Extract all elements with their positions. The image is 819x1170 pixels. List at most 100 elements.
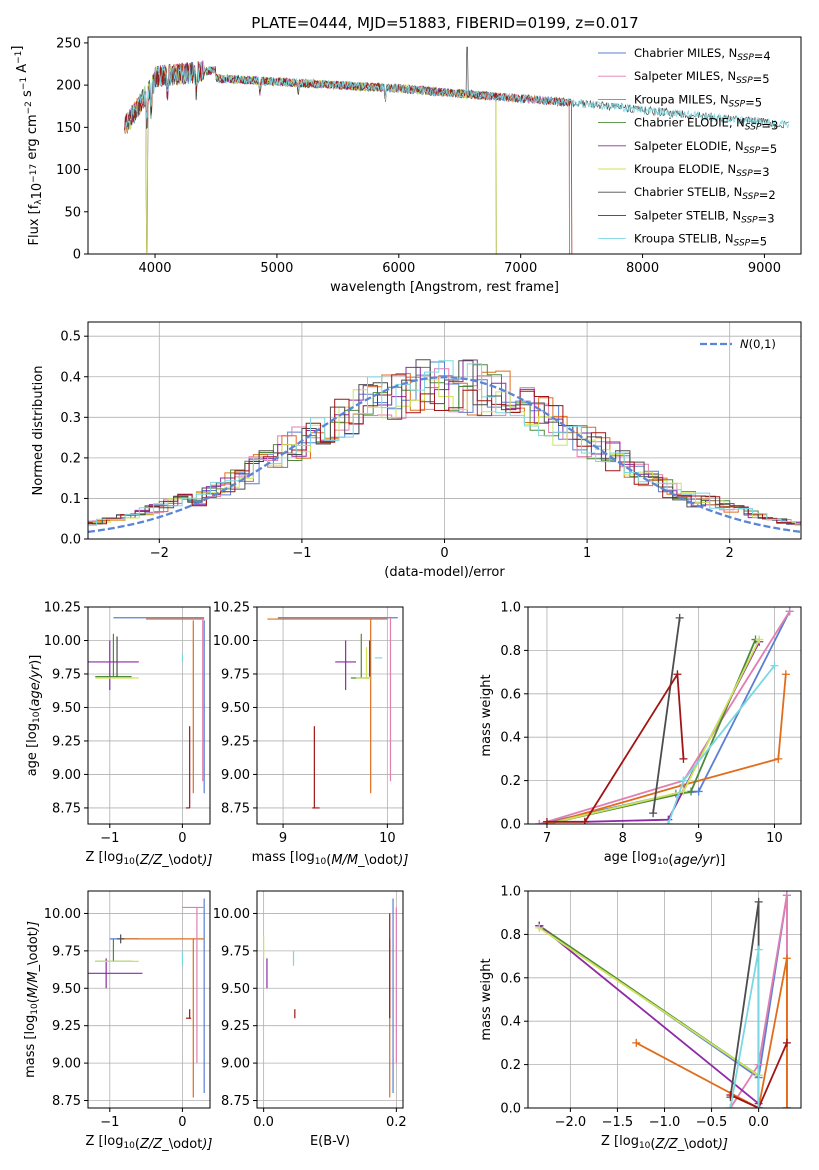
- weight-vs-age-marker-chabrier-elodie-1: [687, 787, 696, 796]
- mass-vs-z-ylabel: mass [log10(M/M_\odot)]: [23, 921, 41, 1078]
- weight-vs-z-marker-salpeter-miles-2: [782, 891, 791, 900]
- weight-vs-z-line-kroupa-miles: [635, 958, 788, 1108]
- panel-mass-vs-ebv: 0.0 0.2 8.75 9.00 9.25 9.50 9.75 10.00 E(B-V): [213, 890, 407, 1149]
- weight-vs-age-marker-salpeter-miles-2: [785, 607, 794, 616]
- mass-vs-ebv-ytick-label-9: 9.00: [221, 1057, 250, 1072]
- weight-vs-z-xtick-label-0-5: −0.5: [696, 1115, 728, 1130]
- weight-vs-z-ytick-label-0-4: 0.4: [500, 1015, 521, 1030]
- mass-vs-z-ytick-label-9-75: 9.75: [52, 944, 81, 959]
- age-vs-mass-ytick-label-9-25: 9.25: [221, 734, 250, 749]
- spectrum-line-kroupa-miles: [124, 62, 570, 254]
- weight-vs-z-line-chabrier-stelib: [729, 901, 760, 1108]
- mass-vs-z-xtick-label-1: −1: [100, 1115, 119, 1130]
- weight-vs-z-xtick-label-2: −2.0: [555, 1115, 587, 1130]
- age-vs-mass-ytick-label-8-75: 8.75: [221, 801, 250, 816]
- age-vs-z-xtick-label-0: 0: [178, 831, 186, 846]
- mass-vs-z-ytick-label-9-25: 9.25: [52, 1019, 81, 1034]
- residuals-ytick-label-0-4: 0.4: [60, 370, 81, 385]
- weight-vs-z-line-kroupa-elodie: [538, 927, 760, 1108]
- spectrum-xtick-label-4000: 4000: [138, 261, 171, 276]
- mass-vs-ebv-ytick-label-10: 10.00: [213, 907, 250, 922]
- residuals-xtick-label-0: 0: [440, 546, 448, 561]
- age-vs-z-ytick-label-9-5: 9.50: [52, 701, 81, 716]
- spectrum-ytick-label-0: 0: [73, 248, 81, 263]
- spectrum-line-salpeter-miles: [124, 62, 570, 254]
- mass-vs-ebv-ytick-label-9-75: 9.75: [221, 944, 250, 959]
- mass-vs-z-ytick-label-10: 10.00: [44, 907, 81, 922]
- age-vs-z-xtick-label-1: −1: [100, 831, 119, 846]
- spectrum-xtick-label-9000: 9000: [748, 261, 781, 276]
- spectrum-ytick-label-150: 150: [56, 121, 81, 136]
- legend-label-salpeter-stelib: Salpeter STELIB, NSSP=3: [634, 208, 775, 225]
- weight-vs-age-marker-kroupa-stelib-0: [664, 820, 673, 824]
- spectrum-ytick-label-50: 50: [64, 205, 81, 220]
- residuals-xlabel: (data-model)/error: [384, 565, 505, 580]
- hist-kroupa-stelib: [88, 360, 801, 526]
- weight-vs-z-marker-kroupa-miles-3: [782, 1104, 791, 1108]
- age-vs-z-ytick-label-9: 9.00: [52, 768, 81, 783]
- mass-vs-z-ytick-label-9-5: 9.50: [52, 982, 81, 997]
- age-vs-z-ytick-label-9-25: 9.25: [52, 734, 81, 749]
- weight-vs-z-marker-chabrier-stelib-1: [754, 897, 763, 906]
- figure-title: PLATE=0444, MJD=51883, FIBERID=0199, z=0…: [251, 14, 638, 32]
- mass-vs-ebv-ytick-label-9-25: 9.25: [221, 1019, 250, 1034]
- legend-label-kroupa-stelib: Kroupa STELIB, NSSP=5: [634, 232, 767, 249]
- mass-vs-z-ytick-label-8-75: 8.75: [52, 1094, 81, 1109]
- weight-vs-z-xtick-label-1: −1.0: [649, 1115, 681, 1130]
- age-vs-z-ytick-label-10: 10.00: [44, 634, 81, 649]
- panel-spectrum: 4000 5000 6000 7000 8000 9000 0 50 100 150 200 250 w…: [10, 36, 802, 295]
- legend-label-normal: N(0,1): [740, 337, 776, 351]
- weight-vs-age-xlabel: age [log10(age/yr)]: [604, 850, 726, 868]
- weight-vs-age-ylabel: mass weight: [479, 674, 494, 756]
- weight-vs-age-xtick-label-7: 7: [543, 831, 551, 846]
- panel-mass-vs-z: −1 0 8.75 9.00 9.25 9.50 9.75 10.00 Z [log10(Z/Z…: [23, 890, 213, 1152]
- hist-salpeter-miles: [88, 368, 801, 525]
- weight-vs-z-ytick-label-0-2: 0.2: [500, 1058, 521, 1073]
- spectrum-xtick-label-6000: 6000: [382, 261, 415, 276]
- spectrum-ytick-label-100: 100: [56, 163, 81, 178]
- weight-vs-age-line-kroupa-miles: [546, 674, 787, 824]
- spectrum-xlabel: wavelength [Angstrom, rest frame]: [330, 280, 559, 295]
- weight-vs-age-ytick-label-0-4: 0.4: [500, 731, 521, 746]
- age-vs-z-ytick-label-9-75: 9.75: [52, 667, 81, 682]
- weight-vs-z-xtick-label-0: 0.0: [748, 1115, 769, 1130]
- legend-label-chabrier-elodie: Chabrier ELODIE, NSSP=3: [634, 116, 778, 133]
- mass-vs-z-xlabel: Z [log10(Z/Z_\odot)]: [86, 1134, 213, 1152]
- weight-vs-age-marker-salpeter-stelib-0: [542, 817, 551, 824]
- legend-label-salpeter-elodie: Salpeter ELODIE, NSSP=5: [634, 139, 777, 156]
- age-vs-z-ylabel: age [log10(age/yr)]: [25, 655, 43, 777]
- spectrum-xtick-label-8000: 8000: [626, 261, 659, 276]
- age-vs-mass-xlabel: mass [log10(M/M_\odot)]: [252, 850, 409, 868]
- age-vs-mass-xtick-label-9: 9: [279, 831, 287, 846]
- weight-vs-age-marker-salpeter-stelib-1: [580, 817, 589, 824]
- weight-vs-z-xtick-label-1-5: −1.5: [602, 1115, 634, 1130]
- legend-label-kroupa-miles: Kroupa MILES, NSSP=5: [634, 92, 762, 109]
- age-vs-mass-xtick-label-10: 10: [379, 831, 396, 846]
- weight-vs-age-marker-chabrier-miles-2: [694, 787, 703, 796]
- panel-age-vs-mass: 9 10 8.75 9.00 9.25 9.50 9.75 10.00 10.25 mass [l…: [213, 601, 409, 869]
- age-vs-z-ytick-label-8-75: 8.75: [52, 801, 81, 816]
- spectrum-frame: [87, 36, 802, 255]
- spectrum-xtick-label-5000: 5000: [260, 261, 293, 276]
- weight-vs-z-line-kroupa-stelib: [729, 949, 760, 1108]
- residuals-ytick-label-0-2: 0.2: [60, 451, 81, 466]
- normal-curve: [87, 376, 802, 534]
- spectrum-ylabel: Flux [fλ10−17 erg cm−2 s−1 A−1]: [10, 46, 45, 246]
- weight-vs-age-ytick-label-0-2: 0.2: [500, 774, 521, 789]
- spectrum-line-chabrier-miles: [124, 61, 570, 254]
- age-vs-mass-ytick-label-10: 10.00: [213, 634, 250, 649]
- panel-residuals: −2 −1 0 1 2 0.0 0.1 0.2 0.3 0.4 0.5 (data-model)/er…: [31, 321, 802, 580]
- age-vs-mass-ytick-label-9: 9.00: [221, 768, 250, 783]
- residuals-ytick-label-0-3: 0.3: [60, 411, 81, 426]
- mass-vs-ebv-ytick-label-9-5: 9.50: [221, 982, 250, 997]
- legend-label-chabrier-stelib: Chabrier STELIB, NSSP=2: [634, 185, 776, 202]
- legend-label-chabrier-miles: Chabrier MILES, NSSP=4: [634, 46, 771, 63]
- weight-vs-age-ytick-label-1: 1.0: [500, 601, 521, 616]
- weight-vs-age-marker-salpeter-miles-0: [535, 820, 544, 824]
- weight-vs-age-line-salpeter-miles: [539, 610, 791, 824]
- residuals-xtick-label-2: 2: [726, 546, 734, 561]
- weight-vs-age-ytick-label-0-6: 0.6: [500, 687, 521, 702]
- weight-vs-z-marker-kroupa-stelib-2: [754, 1104, 763, 1108]
- weight-vs-z-marker-kroupa-stelib-0: [726, 1104, 735, 1108]
- hist-salpeter-elodie: [88, 359, 801, 524]
